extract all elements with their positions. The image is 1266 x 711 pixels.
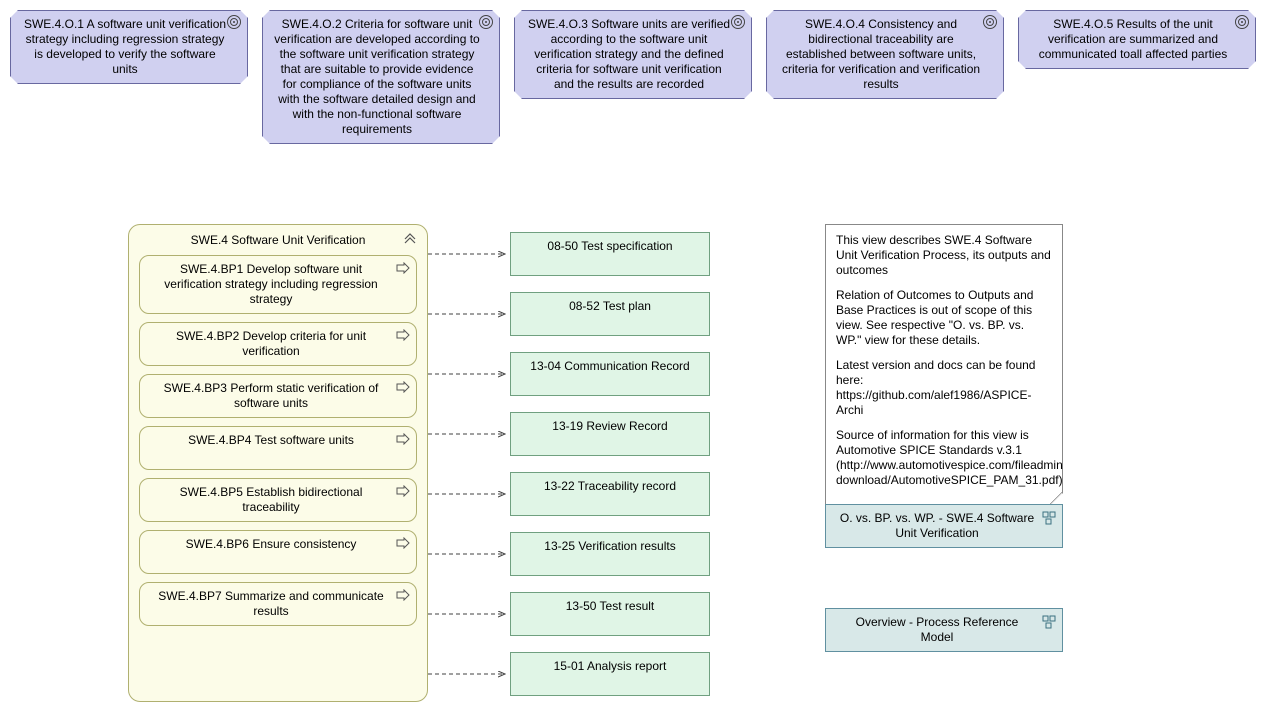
bp-text: SWE.4.BP1 Develop software unit verifica…	[150, 262, 392, 307]
artifact-box: 13-04 Communication Record	[510, 352, 710, 396]
artifact-text: 15-01 Analysis report	[554, 659, 667, 673]
outcome-box-3: SWE.4.O.3 Software units are verified ac…	[514, 10, 752, 99]
outcome-text: SWE.4.O.2 Criteria for software unit ver…	[274, 17, 479, 136]
info-p2: Relation of Outcomes to Outputs and Base…	[836, 288, 1052, 348]
artifact-text: 08-52 Test plan	[569, 299, 651, 313]
view-link-2[interactable]: Overview - Process Reference Model	[825, 608, 1063, 652]
bp-item-2: SWE.4.BP2 Develop criteria for unit veri…	[139, 322, 417, 366]
artifact-box: 15-01 Analysis report	[510, 652, 710, 696]
target-icon	[227, 15, 241, 29]
bp-item-1: SWE.4.BP1 Develop software unit verifica…	[139, 255, 417, 314]
outcome-text: SWE.4.O.1 A software unit verification s…	[24, 17, 226, 76]
collapse-icon	[403, 233, 417, 245]
link-text: Overview - Process Reference Model	[856, 615, 1019, 644]
info-p3: Latest version and docs can be found her…	[836, 358, 1052, 418]
arrow-right-icon	[396, 329, 410, 341]
artifact-box: 08-50 Test specification	[510, 232, 710, 276]
bp-text: SWE.4.BP6 Ensure consistency	[186, 537, 357, 552]
arrow-right-icon	[396, 485, 410, 497]
target-icon	[731, 15, 745, 29]
outcome-text: SWE.4.O.5 Results of the unit verificati…	[1039, 17, 1228, 61]
info-note: This view describes SWE.4 Software Unit …	[825, 224, 1063, 507]
outcome-box-1: SWE.4.O.1 A software unit verification s…	[10, 10, 248, 84]
artifact-text: 13-25 Verification results	[544, 539, 675, 553]
diagram-link-icon	[1042, 511, 1056, 525]
arrow-right-icon	[396, 433, 410, 445]
arrow-right-icon	[396, 537, 410, 549]
process-container: SWE.4 Software Unit Verification SWE.4.B…	[128, 224, 428, 702]
target-icon	[983, 15, 997, 29]
artifact-text: 13-22 Traceability record	[544, 479, 676, 493]
bp-item-4: SWE.4.BP4 Test software units	[139, 426, 417, 470]
info-p1: This view describes SWE.4 Software Unit …	[836, 233, 1052, 278]
bp-text: SWE.4.BP2 Develop criteria for unit veri…	[150, 329, 392, 359]
arrow-right-icon	[396, 589, 410, 601]
bp-text: SWE.4.BP5 Establish bidirectional tracea…	[150, 485, 392, 515]
view-link-1[interactable]: O. vs. BP. vs. WP. - SWE.4 Software Unit…	[825, 504, 1063, 548]
bp-text: SWE.4.BP7 Summarize and communicate resu…	[150, 589, 392, 619]
artifact-text: 08-50 Test specification	[547, 239, 672, 253]
artifact-text: 13-19 Review Record	[552, 419, 667, 433]
target-icon	[479, 15, 493, 29]
target-icon	[1235, 15, 1249, 29]
bp-item-5: SWE.4.BP5 Establish bidirectional tracea…	[139, 478, 417, 522]
outcome-text: SWE.4.O.4 Consistency and bidirectional …	[782, 17, 980, 91]
link-text: O. vs. BP. vs. WP. - SWE.4 Software Unit…	[840, 511, 1034, 540]
artifact-box: 08-52 Test plan	[510, 292, 710, 336]
diagram-link-icon	[1042, 615, 1056, 629]
bp-item-6: SWE.4.BP6 Ensure consistency	[139, 530, 417, 574]
outcome-box-4: SWE.4.O.4 Consistency and bidirectional …	[766, 10, 1004, 99]
artifact-box: 13-19 Review Record	[510, 412, 710, 456]
artifact-text: 13-04 Communication Record	[530, 359, 689, 373]
process-title: SWE.4 Software Unit Verification	[129, 233, 427, 247]
artifact-text: 13-50 Test result	[566, 599, 655, 613]
info-p4: Source of information for this view is A…	[836, 428, 1052, 488]
artifact-box: 13-50 Test result	[510, 592, 710, 636]
arrow-right-icon	[396, 381, 410, 393]
bp-text: SWE.4.BP3 Perform static verification of…	[150, 381, 392, 411]
bp-item-3: SWE.4.BP3 Perform static verification of…	[139, 374, 417, 418]
artifact-box: 13-25 Verification results	[510, 532, 710, 576]
artifact-box: 13-22 Traceability record	[510, 472, 710, 516]
outcome-text: SWE.4.O.3 Software units are verified ac…	[528, 17, 730, 91]
bp-item-7: SWE.4.BP7 Summarize and communicate resu…	[139, 582, 417, 626]
bp-text: SWE.4.BP4 Test software units	[188, 433, 354, 448]
outcome-box-5: SWE.4.O.5 Results of the unit verificati…	[1018, 10, 1256, 69]
outcome-box-2: SWE.4.O.2 Criteria for software unit ver…	[262, 10, 500, 144]
arrow-right-icon	[396, 262, 410, 274]
